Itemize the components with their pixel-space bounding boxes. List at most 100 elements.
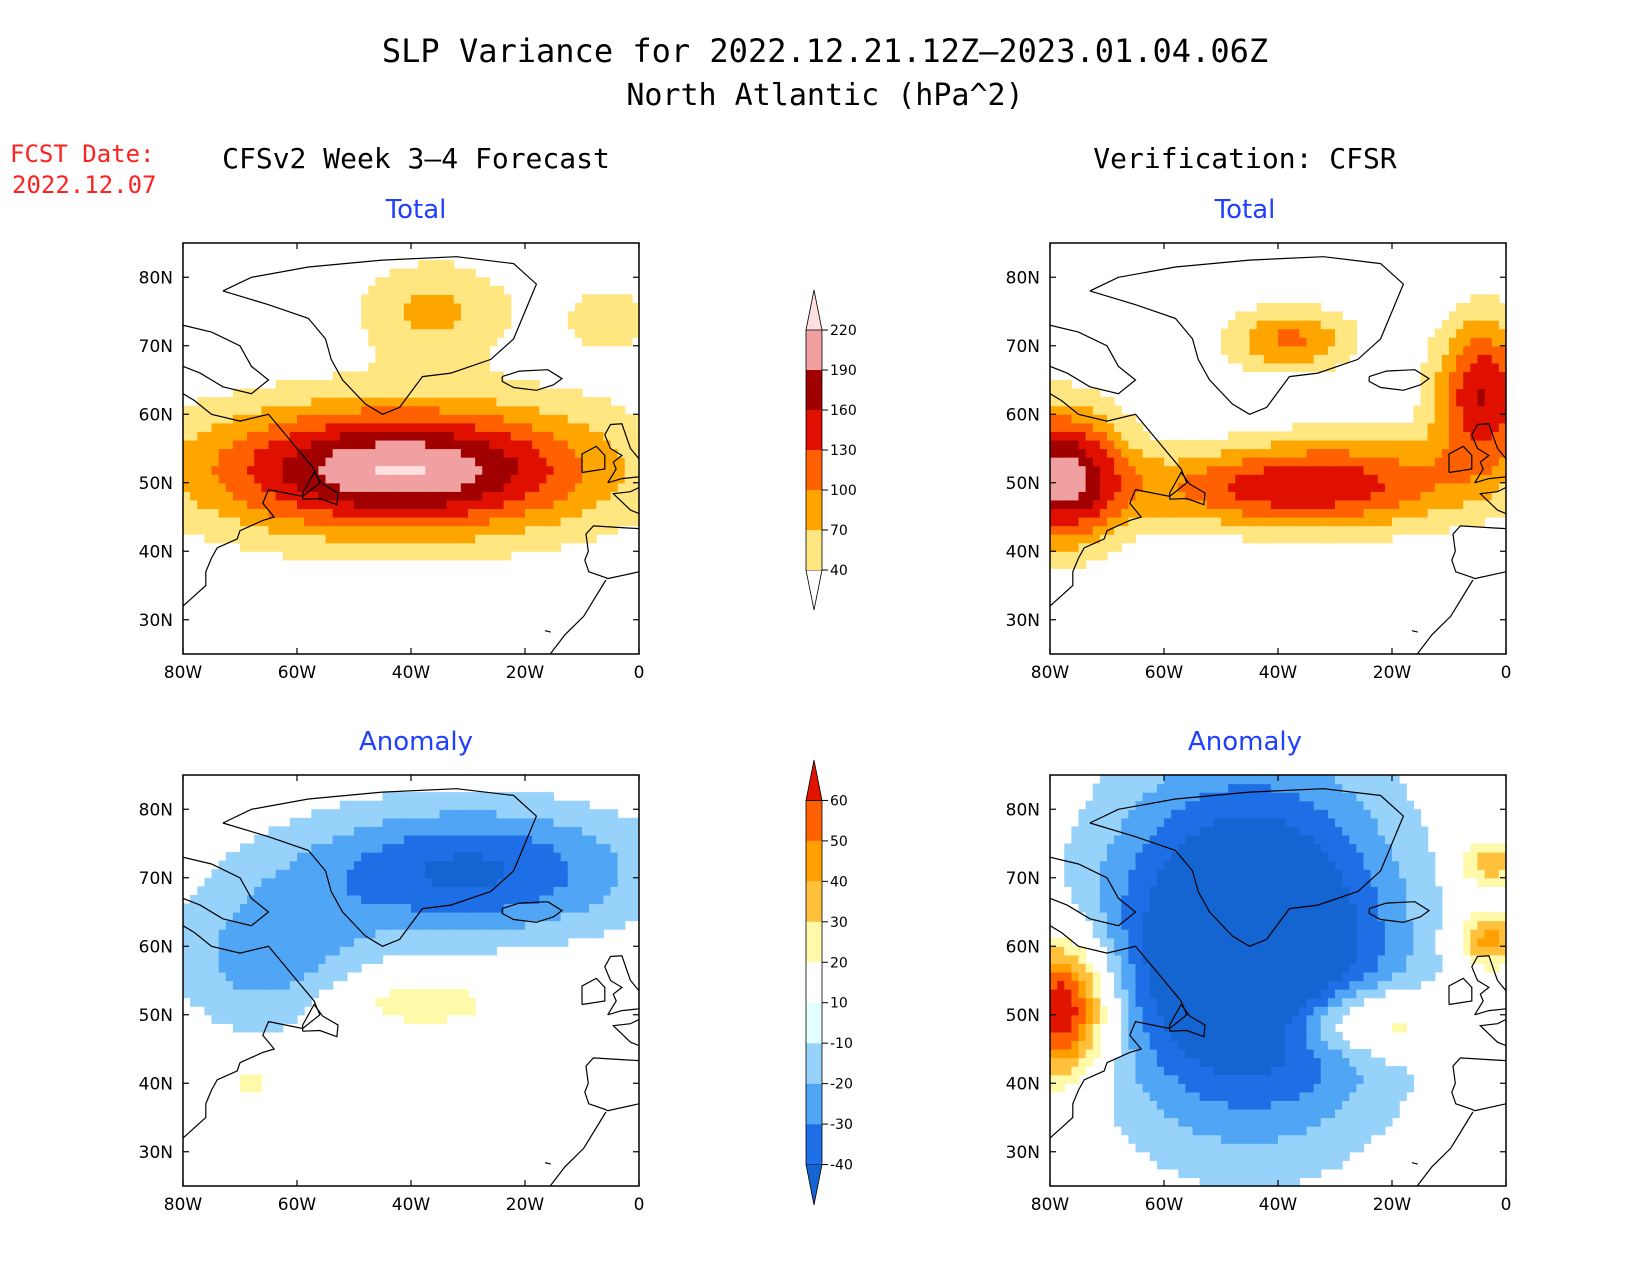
field-cell [389,894,398,905]
field-cell [1221,1160,1229,1170]
field-cell [297,465,305,475]
field-cell [1149,465,1158,475]
field-cell [297,877,305,887]
field-cell [1427,448,1436,458]
field-cell [517,457,526,467]
field-cell [247,877,255,887]
field-cell [460,268,469,278]
panel-title-forecast-anomaly: Anomaly [359,727,473,757]
field-cell [1114,517,1122,527]
coastline [1448,445,1473,474]
field-cell [1491,320,1500,330]
field-cell [525,534,533,544]
field-cell [375,285,384,295]
field-cell [418,362,426,373]
field-cell [539,414,547,424]
field-cell [460,354,469,364]
field-cell [560,869,569,879]
field-cell [475,860,483,870]
field-cell [375,525,384,535]
field-cell [624,482,633,492]
field-cell [1449,508,1457,518]
field-cell [539,929,547,939]
field-cell [375,302,384,313]
field-cell [489,491,498,501]
field-cell [211,517,220,527]
field-cell [268,894,277,905]
field-cell [1221,525,1229,535]
field-cell [1377,431,1386,441]
field-cell [325,388,334,398]
field-cell [1149,894,1158,905]
field-cell [1420,448,1429,458]
field-cell [1114,783,1122,793]
field-cell [1078,886,1087,896]
field-cell [439,405,448,415]
field-cell [1092,869,1101,879]
field-cell [460,860,469,870]
field-cell [304,912,312,922]
field-cell [1235,311,1243,321]
field-cell [418,499,426,510]
field-cell [553,431,562,441]
field-cell [468,508,476,518]
field-cell [503,448,512,458]
field-cell [1342,499,1350,510]
field-cell [432,277,441,287]
field-cell [403,860,412,870]
field-cell [1171,491,1179,501]
field-cell [1192,1143,1201,1153]
field-cell [1285,465,1293,475]
field-cell [354,414,362,424]
field-cell [560,534,569,544]
field-cell [1349,337,1357,347]
main-subtitle: North Atlantic (hPa^2) [626,78,1023,113]
field-cell [1206,1100,1215,1110]
field-cell [1313,499,1322,510]
field-cell [1413,439,1422,450]
field-cell [425,989,433,999]
field-cell [204,1006,213,1016]
field-cell [1456,457,1464,467]
field-cell [1099,405,1108,415]
field-cell [532,826,540,836]
field-cell [1149,1023,1158,1033]
field-cell [311,422,319,432]
field-cell [1114,843,1122,853]
field-cell [1449,491,1457,501]
field-cell [411,517,419,527]
field-cell [517,852,526,862]
field-cell [1128,877,1137,887]
field-cell [603,474,612,484]
field-cell [389,1006,398,1016]
field-cell [1420,457,1429,467]
field-cell [382,388,391,398]
field-cell [275,491,284,501]
field-cell [1221,508,1229,518]
field-cell [446,1006,455,1016]
field-cell [1292,457,1300,467]
field-cell [268,448,277,458]
field-cell [439,499,448,510]
field-cell [254,852,262,862]
field-cell [468,439,476,450]
field-cell [1299,320,1308,330]
field-cell [475,380,483,390]
field-cell [1449,388,1457,398]
field-cell [361,800,369,810]
field-cell [1399,474,1407,484]
field-cell [361,294,369,304]
field-cell [403,457,412,467]
field-cell [1178,834,1186,845]
field-cell [211,397,220,407]
field-cell [1206,1031,1215,1042]
field-cell [204,431,213,441]
field-cell [1164,809,1172,819]
field-cell [232,894,241,905]
field-cell [1406,525,1414,535]
field-cell [389,354,398,364]
field-cell [318,414,327,424]
field-cell [446,302,455,313]
field-cell [1221,1031,1229,1042]
field-cell [1164,1143,1172,1153]
